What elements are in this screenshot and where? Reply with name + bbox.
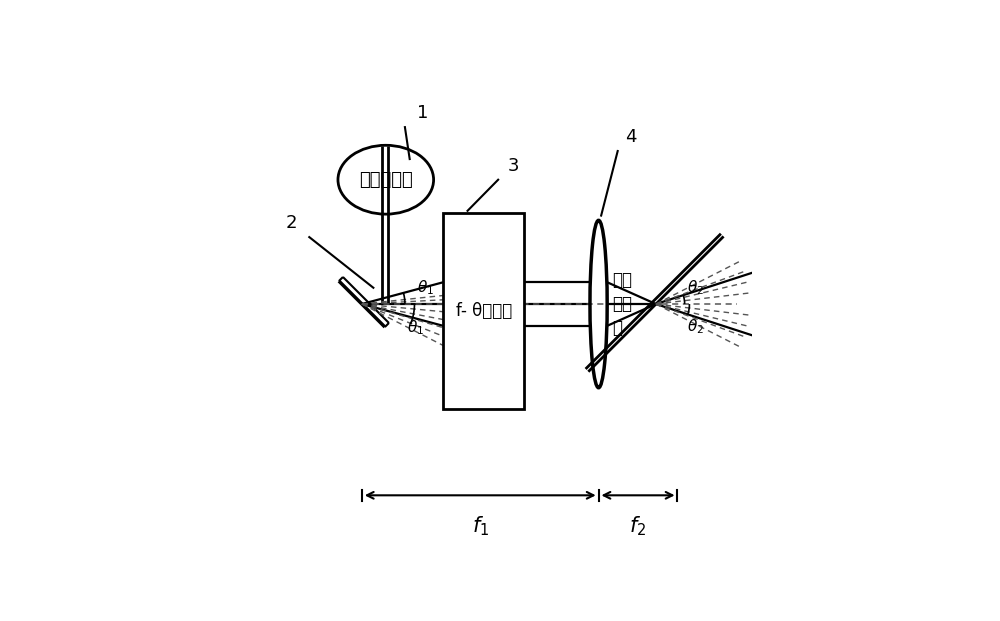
Text: $\theta_1$: $\theta_1$ xyxy=(407,319,424,337)
Text: $f_1$: $f_1$ xyxy=(472,514,489,538)
Text: $\theta_1$: $\theta_1$ xyxy=(417,278,434,297)
Text: $\theta_2$: $\theta_2$ xyxy=(687,318,704,337)
Text: 聚焦透镜组: 聚焦透镜组 xyxy=(359,171,413,189)
Text: 4: 4 xyxy=(625,129,636,147)
Text: 2: 2 xyxy=(286,214,297,232)
Text: 3: 3 xyxy=(508,157,519,175)
Bar xyxy=(443,213,524,409)
Text: $f_2$: $f_2$ xyxy=(629,514,647,538)
Text: f- θ透镜组: f- θ透镜组 xyxy=(456,302,512,320)
Text: $\theta_2$: $\theta_2$ xyxy=(687,278,704,297)
Text: 扩角
透镜
组: 扩角 透镜 组 xyxy=(612,271,632,337)
Text: 1: 1 xyxy=(417,104,428,122)
